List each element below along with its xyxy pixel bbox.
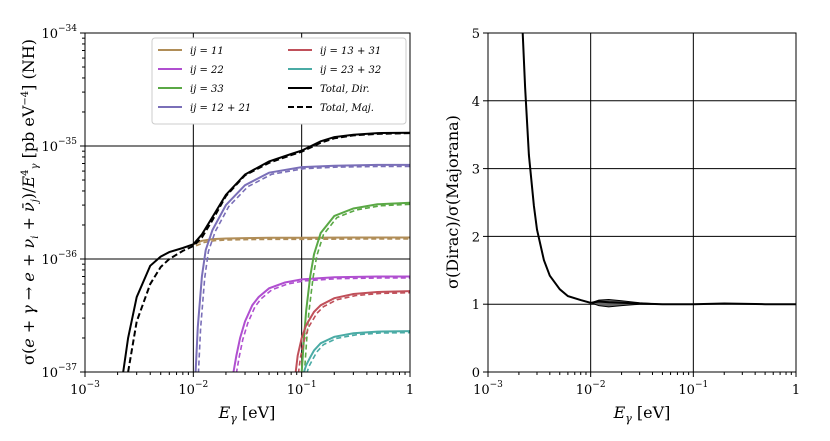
- right-xtick-label: 10−1: [678, 380, 708, 398]
- right-series-lines: [521, 33, 796, 308]
- left-xtick-label: 10−3: [70, 380, 100, 398]
- series-line: [127, 132, 410, 372]
- right-ytick-label: 2: [472, 230, 480, 245]
- left-ylabel: σ(e + γ → e + νi + ν̄j)/E4γ [pb eV−4] (N…: [19, 39, 41, 365]
- right-ytick-label: 4: [472, 95, 480, 110]
- legend-label: ij = 22: [190, 65, 224, 76]
- series-line-maj: [195, 238, 410, 247]
- legend-label: ij = 23 + 32: [320, 65, 381, 76]
- series-line-maj: [303, 203, 410, 372]
- left-ytick-label: 10−35: [41, 137, 77, 155]
- left-ytick-label: 10−34: [41, 24, 77, 42]
- legend-label: Total, Dir.: [320, 84, 370, 95]
- left-series-lines: [122, 131, 410, 372]
- series-line-maj: [297, 291, 410, 372]
- right-ytick-label: 0: [472, 366, 480, 381]
- left-panel: 10−3 10−2 10−1 1 10−37 10−36 10−35 10−34 Eγ [eV…: [19, 24, 414, 425]
- left-ticks: 10−3 10−2 10−1 1 10−37 10−36 10−35 10−34: [41, 24, 414, 398]
- series-line: [303, 330, 410, 372]
- series-line: [300, 201, 410, 372]
- right-ytick-label: 5: [472, 27, 480, 42]
- left-ytick-label: 10−37: [41, 363, 77, 381]
- right-panel: 10−3 10−2 10−1 1 0 1 2 3 4 5 Eγ [eV] σ(Dirac)/σ(M…: [443, 27, 800, 425]
- legend-label: Total, Maj.: [320, 103, 374, 114]
- series-line: [294, 290, 410, 372]
- right-ytick-label: 1: [472, 298, 480, 313]
- legend: ij = 11 ij = 13 + 31 ij = 22 ij = 23 + 32 ij…: [151, 37, 407, 125]
- legend-box: [151, 37, 407, 125]
- series-line: [232, 275, 410, 372]
- series-line: [122, 131, 410, 372]
- left-xtick-label: 10−1: [287, 380, 317, 398]
- right-ticks: 10−3 10−2 10−1 1 0 1 2 3 4 5: [472, 27, 800, 398]
- ratio-line: [521, 33, 796, 306]
- right-xtick-label: 10−3: [473, 380, 503, 398]
- right-xlabel: Eγ [eV]: [613, 403, 671, 425]
- legend-label: ij = 12 + 21: [190, 103, 251, 114]
- series-line: [192, 236, 410, 246]
- right-xtick-label: 1: [792, 383, 800, 398]
- left-xlabel: Eγ [eV]: [218, 403, 276, 425]
- left-xtick-label: 10−2: [178, 380, 208, 398]
- left-plot-frame: [84, 32, 411, 373]
- series-line: [194, 163, 410, 372]
- series-line-maj: [197, 165, 410, 372]
- series-line-maj: [306, 331, 410, 372]
- right-xtick-label: 10−2: [576, 380, 606, 398]
- right-ylabel: σ(Dirac)/σ(Majorana): [443, 115, 462, 289]
- legend-label: ij = 11: [190, 46, 224, 57]
- left-xtick-label: 1: [406, 383, 414, 398]
- legend-label: ij = 13 + 31: [320, 46, 381, 57]
- right-ytick-label: 3: [472, 163, 480, 178]
- left-ytick-label: 10−36: [41, 250, 77, 268]
- legend-label: ij = 33: [190, 84, 224, 95]
- right-plot-frame: [487, 32, 797, 373]
